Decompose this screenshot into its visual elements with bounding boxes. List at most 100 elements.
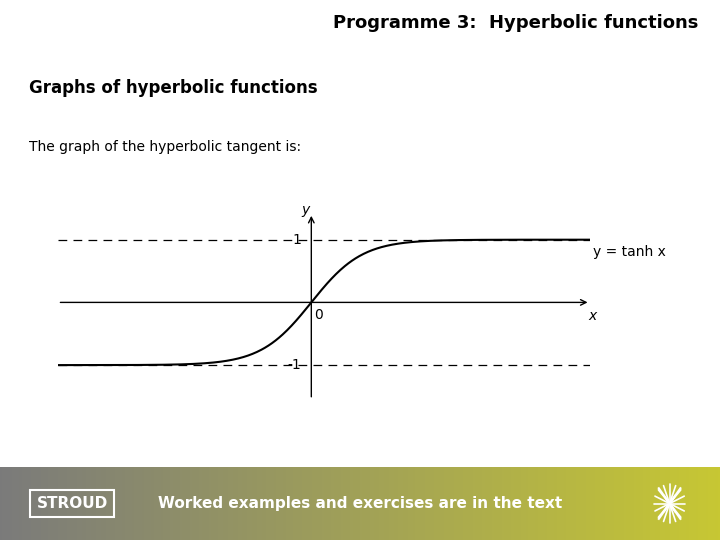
Text: x: x [588,309,596,323]
Bar [254,467,258,540]
Bar [158,467,161,540]
Bar [199,467,202,540]
Bar [358,467,361,540]
Bar [34,467,37,540]
Bar [634,467,636,540]
Bar [228,467,231,540]
Bar [43,467,46,540]
Bar [441,467,445,540]
Bar [14,467,17,540]
Bar [593,467,596,540]
Bar [559,467,562,540]
Bar [461,467,464,540]
Bar [302,467,305,540]
Text: 0: 0 [315,308,323,322]
Bar [36,467,39,540]
Bar [353,467,356,540]
Bar [58,467,60,540]
Bar [319,467,323,540]
Text: The graph of the hyperbolic tangent is:: The graph of the hyperbolic tangent is: [29,140,301,154]
Bar [571,467,575,540]
Bar [156,467,159,540]
Bar [499,467,503,540]
Bar [648,467,651,540]
Bar [79,467,82,540]
Bar [660,467,663,540]
Bar [149,467,152,540]
Bar [533,467,536,540]
Bar [243,467,246,540]
Bar [240,467,243,540]
Bar [2,467,6,540]
Bar [9,467,13,540]
Bar [300,467,303,540]
Bar [297,467,301,540]
Bar [693,467,697,540]
Bar [698,467,701,540]
Bar [261,467,265,540]
Bar [72,467,75,540]
Bar [531,467,534,540]
Bar [108,467,111,540]
Bar [96,467,99,540]
Bar [53,467,56,540]
Bar [238,467,240,540]
Bar [585,467,589,540]
Bar [394,467,397,540]
Bar [473,467,476,540]
Bar [101,467,104,540]
Bar [48,467,51,540]
Bar [713,467,716,540]
Bar [562,467,564,540]
Bar [351,467,354,540]
Bar [718,467,720,540]
Bar [115,467,118,540]
Bar [374,467,377,540]
Bar [161,467,164,540]
Bar [137,467,140,540]
Bar [391,467,395,540]
Bar [490,467,492,540]
Bar [463,467,467,540]
Bar [225,467,229,540]
Bar [122,467,125,540]
Bar [211,467,215,540]
Bar [624,467,627,540]
Bar [405,467,409,540]
Bar [711,467,714,540]
Bar [427,467,431,540]
Bar [180,467,183,540]
Bar [631,467,634,540]
Bar [684,467,687,540]
Bar [583,467,586,540]
Bar [679,467,683,540]
Bar [259,467,262,540]
Bar [22,467,24,540]
Bar [365,467,368,540]
Bar [605,467,608,540]
Text: 1: 1 [292,233,301,247]
Bar [578,467,582,540]
Bar [207,467,210,540]
Bar [454,467,456,540]
Bar [360,467,363,540]
Bar [675,467,678,540]
Bar [626,467,629,540]
Bar [418,467,420,540]
Bar [235,467,238,540]
Bar [653,467,656,540]
Bar [485,467,488,540]
Bar [257,467,260,540]
Bar [475,467,478,540]
Text: -1: -1 [287,358,301,372]
Bar [233,467,236,540]
Bar [389,467,392,540]
Bar [595,467,598,540]
Bar [346,467,348,540]
Bar [662,467,665,540]
Text: STROUD: STROUD [37,496,107,511]
Bar [459,467,462,540]
Bar [538,467,541,540]
Bar [192,467,195,540]
Bar [576,467,579,540]
